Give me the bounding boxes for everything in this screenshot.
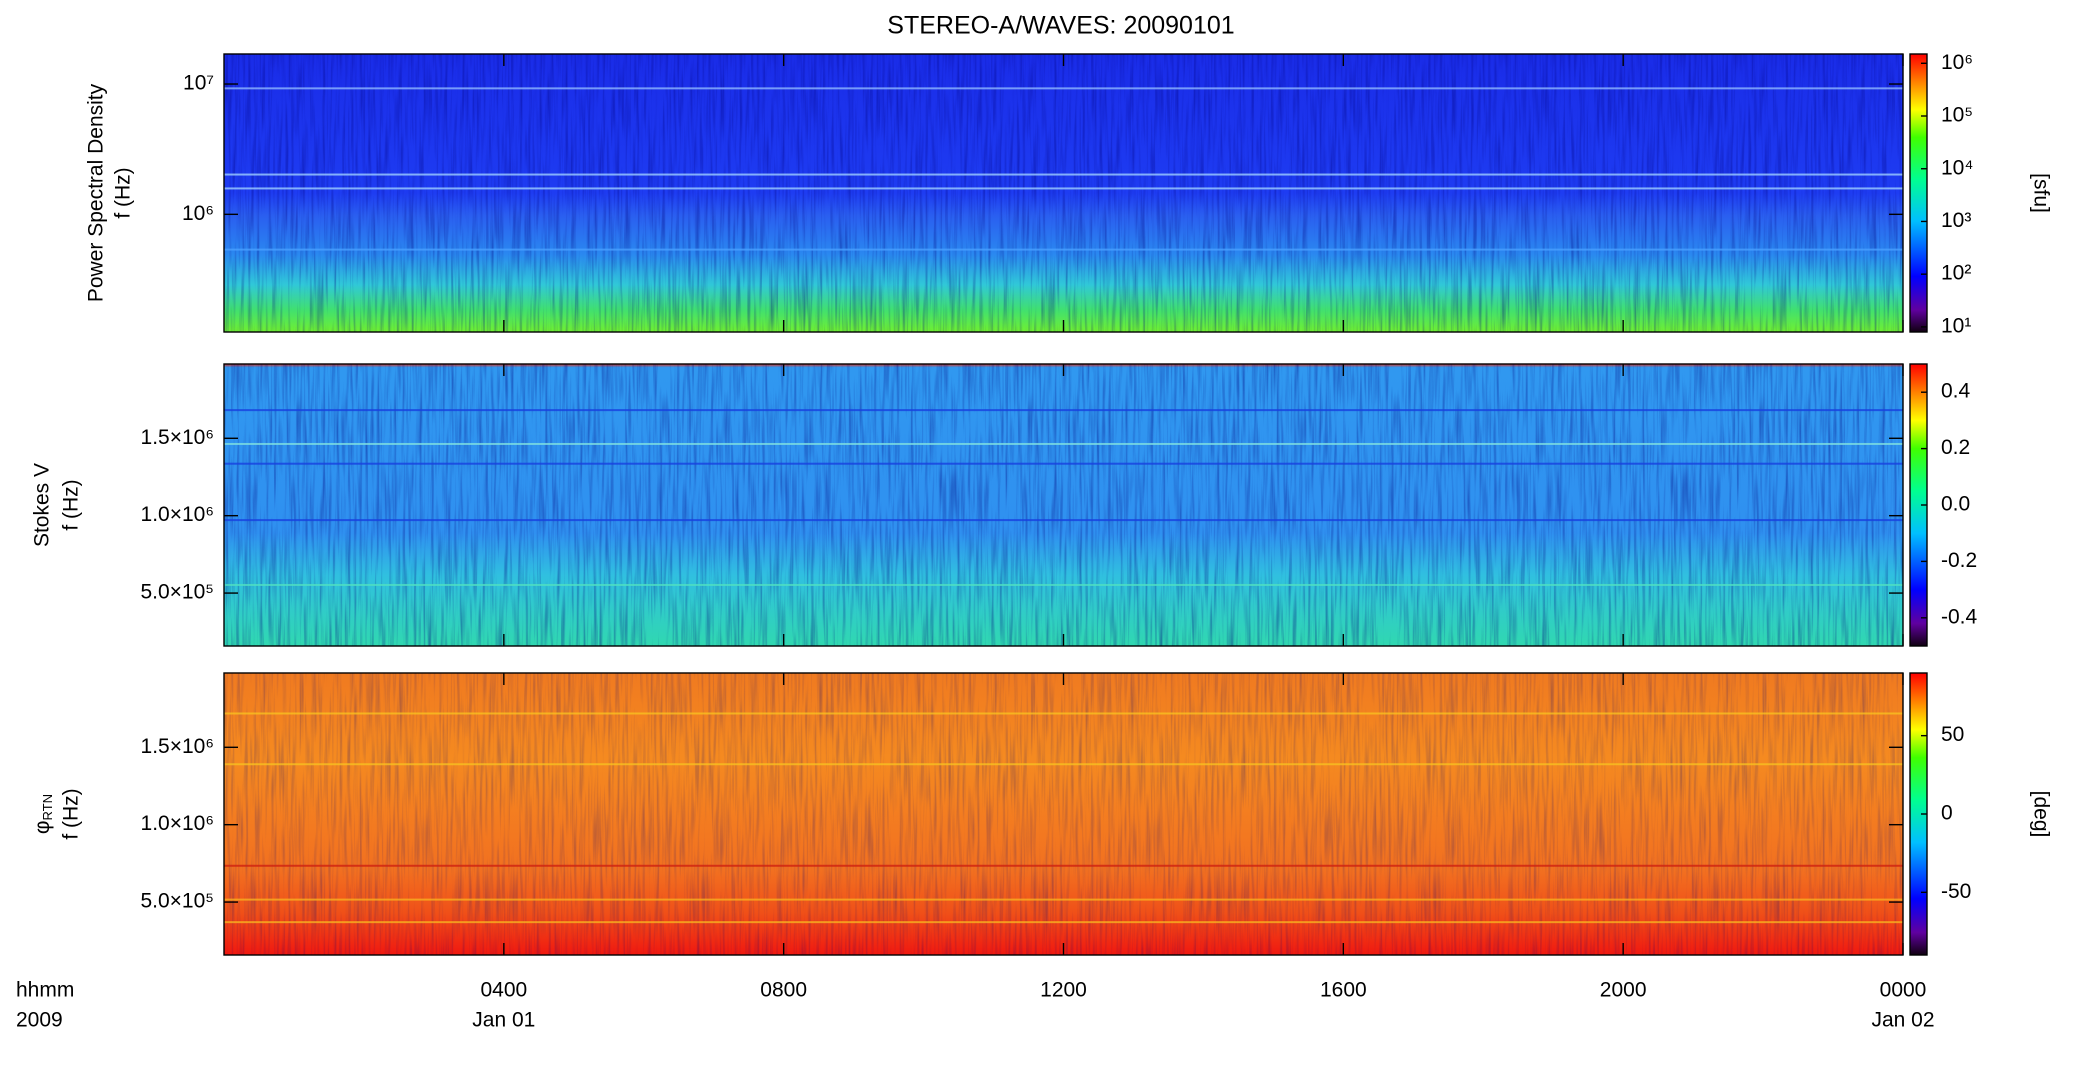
colorbar [1910,54,1927,332]
colorbar [1910,364,1927,646]
spectrogram-texture [224,364,1903,646]
x-axis-label: hhmm [16,979,74,1002]
colorbar-tick-label: 0.0 [1941,493,1970,516]
colorbar-tick-label: 10³ [1941,209,1971,232]
colorbar-tick-label: 0.2 [1941,436,1970,459]
frequency-band [224,442,1903,445]
y-label-symbol-char: φ [31,820,54,834]
frequency-band [224,409,1903,412]
y-label: Stokes V [31,463,54,547]
frequency-band [224,173,1903,176]
colorbar-tick-label: -0.4 [1941,605,1978,628]
colorbar-tick-label: 0 [1941,802,1953,825]
x-date-label: Jan 02 [1871,1009,1934,1032]
y-tick-label: 10⁷ [183,72,214,95]
chart-title: STEREO-A/WAVES: 20090101 [887,12,1234,40]
colorbar-tick-label: 10⁶ [1941,51,1973,74]
y-label: f (Hz) [60,788,83,839]
frequency-band [224,921,1903,924]
colorbar-tick-label: -0.2 [1941,549,1977,572]
colorbar-tick-label: 0.4 [1941,380,1971,403]
colorbar-tick-label: 10² [1941,262,1971,285]
spectrogram-texture [224,673,1903,955]
frequency-band [224,898,1903,901]
frequency-band [224,519,1903,522]
frequency-band [224,87,1903,90]
y-tick-label: 10⁶ [182,202,214,225]
y-label-subscript: RTN [40,794,55,820]
colorbar [1910,673,1927,955]
x-tick-label: 1600 [1320,979,1367,1002]
y-tick-label: 1.5×10⁶ [141,735,214,758]
colorbar-label: [deg] [2029,791,2052,838]
frequency-band [224,462,1903,465]
frequency-band [224,187,1903,190]
y-label-symbol: φRTN [31,794,56,834]
x-tick-label: 2000 [1600,979,1647,1002]
x-axis-label: 2009 [16,1009,63,1032]
y-label: f (Hz) [112,167,135,218]
x-tick-label: 0800 [760,979,807,1002]
colorbar-tick-label: 10¹ [1941,314,1971,337]
x-tick-label: 0000 [1880,979,1927,1002]
frequency-band [224,864,1903,867]
x-date-label: Jan 01 [472,1009,535,1032]
y-tick-label: 1.0×10⁶ [141,503,214,526]
x-tick-label: 1200 [1040,979,1087,1002]
colorbar-tick-label: 10⁵ [1941,104,1973,127]
y-label: Power Spectral Density [85,83,108,302]
frequency-band [224,248,1903,251]
y-tick-label: 1.5×10⁶ [141,426,214,449]
colorbar-label: [sfu] [2029,173,2052,213]
y-tick-label: 1.0×10⁶ [141,812,214,835]
frequency-band [224,712,1903,715]
y-tick-label: 5.0×10⁵ [140,581,214,604]
frequency-band [224,763,1903,766]
spectrogram-texture [224,54,1903,332]
colorbar-tick-label: 50 [1941,723,1964,746]
colorbar-tick-label: 10⁴ [1941,156,1973,179]
colorbar-tick-label: -50 [1941,880,1971,903]
colorbar-frame [1909,53,1928,333]
y-tick-label: 5.0×10⁵ [140,890,214,913]
y-label: f (Hz) [60,479,83,530]
x-tick-label: 0400 [480,979,527,1002]
frequency-band [224,583,1903,586]
